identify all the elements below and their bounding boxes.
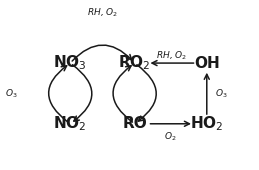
Text: RO$_2$: RO$_2$ xyxy=(118,54,151,72)
Text: RH, O$_2$: RH, O$_2$ xyxy=(87,6,118,19)
Text: NO$_2$: NO$_2$ xyxy=(53,114,87,133)
Text: RO: RO xyxy=(122,116,147,131)
Text: NO$_3$: NO$_3$ xyxy=(53,54,87,72)
Text: O$_3$: O$_3$ xyxy=(215,87,227,100)
Text: O$_2$: O$_2$ xyxy=(164,130,177,143)
Text: O$_3$: O$_3$ xyxy=(5,87,17,100)
Text: RH, O$_2$: RH, O$_2$ xyxy=(156,49,188,62)
Text: HO$_2$: HO$_2$ xyxy=(190,114,224,133)
Text: OH: OH xyxy=(194,56,220,71)
